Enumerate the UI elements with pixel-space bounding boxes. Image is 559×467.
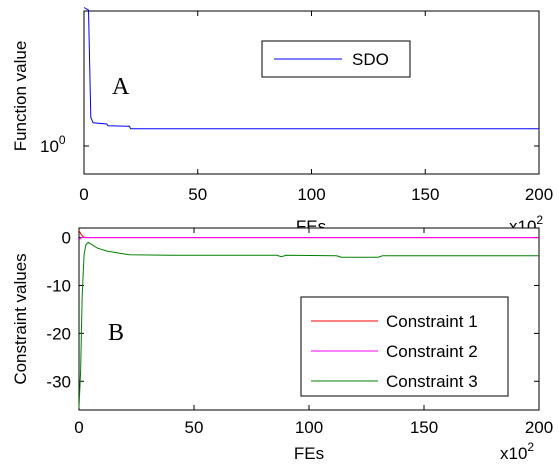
y-tick-label-a: 100 xyxy=(40,133,66,156)
series-line-constraint-3 xyxy=(78,241,539,408)
legend-b: Constraint 1 Constraint 2 Constraint 3 xyxy=(300,296,509,397)
x-tick-label: 0 xyxy=(79,185,88,204)
legend-label-sdo: SDO xyxy=(352,50,389,69)
x-multiplier-b: x102 xyxy=(500,440,534,463)
legend-label-constraint-3: Constraint 3 xyxy=(386,372,478,391)
series-line-sdo xyxy=(83,7,539,130)
y-tick-label: -20 xyxy=(46,324,71,343)
x-tick-label: 150 xyxy=(410,418,438,437)
series-line-constraint-2 xyxy=(78,237,539,241)
panel-letter-a: A xyxy=(112,74,130,100)
y-tick-label: 0 xyxy=(62,229,71,248)
legend-label-constraint-1: Constraint 1 xyxy=(386,312,478,331)
x-tick-label: 100 xyxy=(295,418,323,437)
x-ticks-a: 0 50 100 150 200 xyxy=(79,11,553,204)
x-tick-label: 200 xyxy=(525,418,553,437)
x-tick-label: 50 xyxy=(188,185,207,204)
y-axis-title-a: Function value xyxy=(11,41,30,152)
x-tick-label: 200 xyxy=(525,185,553,204)
y-tick-label: -30 xyxy=(46,372,71,391)
x-ticks-b: 0 50 100 150 200 xyxy=(74,228,553,437)
legend-a: SDO xyxy=(261,40,411,78)
x-tick-label: 50 xyxy=(185,418,204,437)
x-axis-title-b: FEs xyxy=(294,444,324,463)
x-tick-label: 0 xyxy=(74,418,83,437)
panel-letter-b: B xyxy=(108,320,124,346)
plot-area-a xyxy=(83,10,540,175)
x-tick-label: 100 xyxy=(297,185,325,204)
panel-b: 0 50 100 150 200 0 -10 -20 -30 B Constraint 1 C… xyxy=(11,227,553,463)
y-tick-label: -10 xyxy=(46,276,71,295)
x-tick-label: 150 xyxy=(411,185,439,204)
panel-a: 0 50 100 150 200 100 A SDO FEs x102 Function… xyxy=(11,7,553,236)
legend-box-b xyxy=(300,296,509,397)
y-axis-title-b: Constraint values xyxy=(11,253,30,384)
legend-label-constraint-2: Constraint 2 xyxy=(386,342,478,361)
